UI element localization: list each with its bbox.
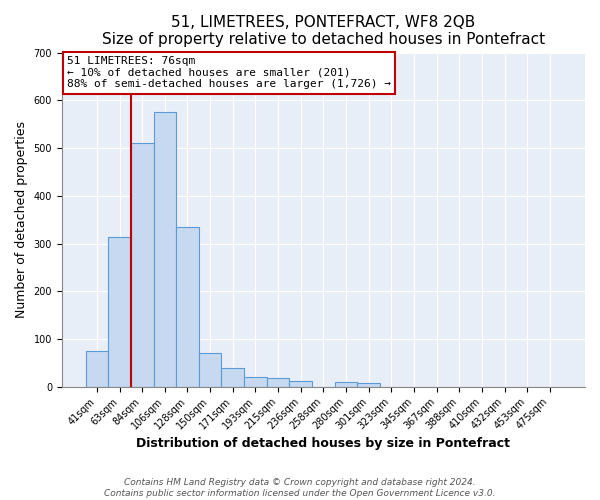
X-axis label: Distribution of detached houses by size in Pontefract: Distribution of detached houses by size … [136,437,511,450]
Bar [335,382,358,387]
Bar [289,381,312,387]
Y-axis label: Number of detached properties: Number of detached properties [15,122,28,318]
Bar [244,378,267,387]
Bar [108,238,131,387]
Bar [86,351,108,387]
Title: 51, LIMETREES, PONTEFRACT, WF8 2QB
Size of property relative to detached houses : 51, LIMETREES, PONTEFRACT, WF8 2QB Size … [102,15,545,48]
Bar [221,368,244,387]
Bar [358,383,380,387]
Text: 51 LIMETREES: 76sqm
← 10% of detached houses are smaller (201)
88% of semi-detac: 51 LIMETREES: 76sqm ← 10% of detached ho… [67,56,391,90]
Bar [199,354,221,387]
Bar [267,378,289,387]
Bar [131,144,154,387]
Text: Contains HM Land Registry data © Crown copyright and database right 2024.
Contai: Contains HM Land Registry data © Crown c… [104,478,496,498]
Bar [154,112,176,387]
Bar [176,227,199,387]
